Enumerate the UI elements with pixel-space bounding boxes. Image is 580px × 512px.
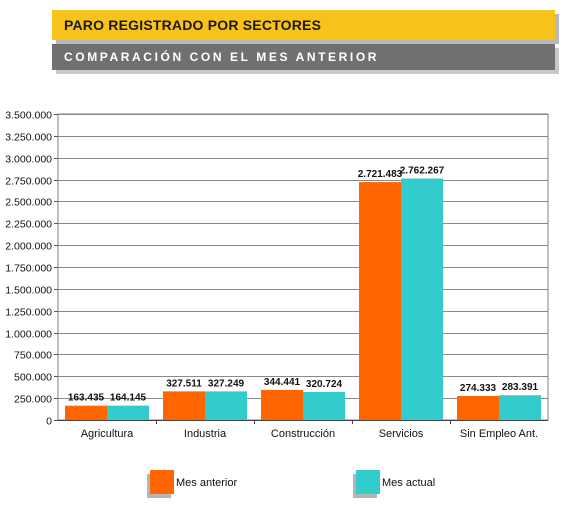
y-tick-label: 3.500.000 [5, 110, 52, 122]
page-title: PARO REGISTRADO POR SECTORES [64, 17, 322, 33]
y-tick-label: 2.250.000 [5, 219, 52, 231]
y-tick-label: 1.750.000 [5, 263, 52, 275]
bar-mes-actual [499, 395, 541, 420]
y-tick-label: 3.250.000 [5, 132, 52, 144]
y-tick-label: 750.000 [14, 350, 52, 362]
y-tick-label: 250.000 [14, 394, 52, 406]
y-tick-label: 0 [46, 416, 52, 428]
data-label: 327.249 [208, 378, 245, 389]
bar-mes-actual [107, 405, 149, 420]
x-category-label: Sin Empleo Ant. [460, 428, 538, 440]
title-banner: PARO REGISTRADO POR SECTORES [52, 10, 555, 40]
bar-mes-actual [401, 178, 443, 420]
data-label: 2.721.483 [358, 169, 403, 180]
y-tick-label: 1.500.000 [5, 285, 52, 297]
legend-label: Mes actual [382, 477, 435, 489]
bar-mes-anterior [163, 391, 205, 420]
legend-swatch [356, 470, 380, 494]
x-category-label: Construcción [271, 428, 335, 440]
bar-mes-anterior [457, 396, 499, 420]
x-category-label: Agricultura [81, 428, 134, 440]
y-tick-label: 1.000.000 [5, 329, 52, 341]
y-tick-label: 2.000.000 [5, 241, 52, 253]
x-category-label: Industria [184, 428, 227, 440]
data-label: 283.391 [502, 382, 539, 393]
y-tick-label: 2.500.000 [5, 197, 52, 209]
data-label: 164.145 [110, 393, 147, 404]
x-category-label: Servicios [379, 428, 424, 440]
legend-swatch [150, 470, 174, 494]
bar-mes-actual [303, 391, 345, 420]
bar-mes-actual [205, 391, 247, 420]
page-subtitle: COMPARACIÓN CON EL MES ANTERIOR [64, 50, 380, 64]
y-tick-label: 3.000.000 [5, 154, 52, 166]
subtitle-banner: COMPARACIÓN CON EL MES ANTERIOR [52, 44, 555, 70]
data-label: 320.724 [306, 379, 343, 390]
y-tick-label: 1.250.000 [5, 307, 52, 319]
bar-mes-anterior [65, 405, 107, 420]
y-tick-label: 500.000 [14, 372, 52, 384]
bar-mes-anterior [359, 182, 401, 420]
y-tick-label: 2.750.000 [5, 176, 52, 188]
data-label: 344.441 [264, 377, 301, 388]
bar-mes-anterior [261, 389, 303, 420]
data-label: 274.333 [460, 383, 497, 394]
data-label: 327.511 [166, 378, 202, 389]
data-label: 2.762.267 [400, 165, 445, 176]
data-label: 163.435 [68, 393, 105, 404]
legend-label: Mes anterior [176, 477, 237, 489]
